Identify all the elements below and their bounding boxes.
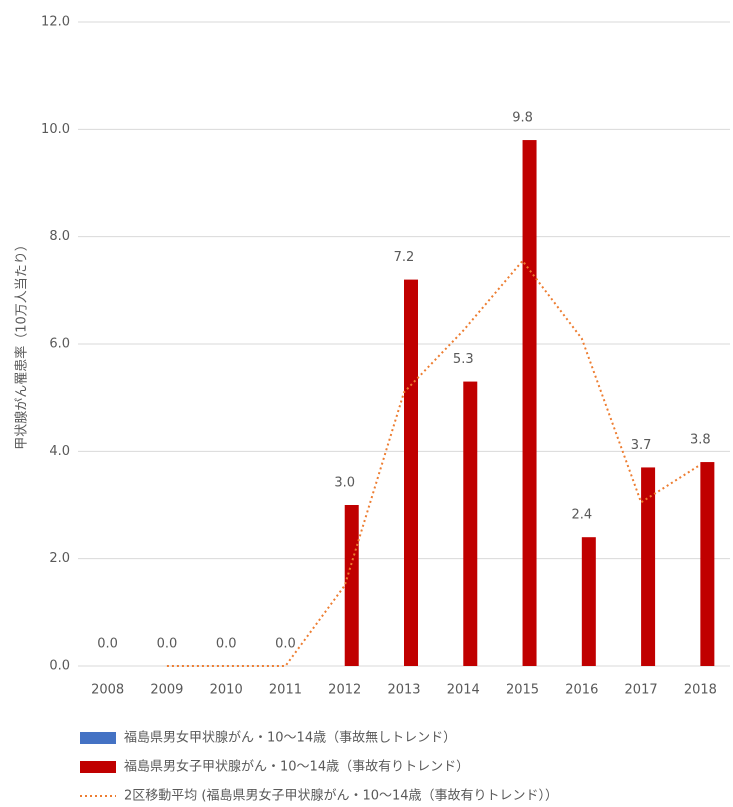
bar bbox=[404, 279, 418, 666]
legend-swatch bbox=[80, 761, 116, 773]
bar bbox=[344, 505, 359, 666]
y-tick-label: 6.0 bbox=[49, 337, 70, 352]
legend: 福島県男女甲状腺がん・10〜14歳（事故無しトレンド） 福島県男女子甲状腺がん・1… bbox=[80, 730, 558, 804]
y-tick-label: 2.0 bbox=[49, 551, 70, 566]
data-label: 0.0 bbox=[275, 637, 296, 652]
x-tick-label: 2009 bbox=[150, 683, 183, 698]
data-label: 9.8 bbox=[512, 111, 533, 126]
bar bbox=[463, 381, 478, 666]
x-tick-label: 2013 bbox=[387, 683, 420, 698]
y-tick-label: 8.0 bbox=[49, 229, 70, 244]
data-label: 3.0 bbox=[334, 476, 355, 491]
y-tick-label: 0.0 bbox=[49, 659, 70, 674]
data-label: 3.8 bbox=[690, 433, 711, 448]
bar bbox=[522, 140, 537, 667]
x-tick-label: 2016 bbox=[565, 683, 598, 698]
legend-label: 福島県男女子甲状腺がん・10〜14歳（事故有りトレンド） bbox=[124, 759, 469, 775]
bar bbox=[700, 462, 715, 666]
moving-average-line bbox=[166, 259, 701, 667]
data-label: 7.2 bbox=[394, 250, 415, 265]
x-tick-label: 2010 bbox=[210, 683, 243, 698]
data-label: 2.4 bbox=[571, 508, 592, 523]
x-tick-label: 2017 bbox=[625, 683, 658, 698]
bar bbox=[641, 467, 656, 666]
y-tick-label: 10.0 bbox=[41, 122, 70, 137]
y-axis-label: 甲状腺がん罹患率（10万人当たり） bbox=[14, 238, 30, 450]
legend-label: 福島県男女甲状腺がん・10〜14歳（事故無しトレンド） bbox=[124, 730, 456, 746]
data-label: 3.7 bbox=[631, 438, 652, 453]
x-tick-label: 2018 bbox=[684, 683, 717, 698]
data-label: 5.3 bbox=[453, 352, 474, 367]
legend-label: 2区移動平均 (福島県男女子甲状腺がん・10〜14歳（事故有りトレンド）） bbox=[124, 788, 558, 804]
data-label: 0.0 bbox=[157, 637, 178, 652]
x-tick-label: 2014 bbox=[447, 683, 480, 698]
data-label: 0.0 bbox=[216, 637, 237, 652]
y-tick-label: 4.0 bbox=[49, 444, 70, 459]
data-label: 0.0 bbox=[97, 637, 118, 652]
x-tick-label: 2015 bbox=[506, 683, 539, 698]
x-tick-label: 2008 bbox=[91, 683, 124, 698]
x-tick-label: 2011 bbox=[269, 683, 302, 698]
y-tick-label: 12.0 bbox=[41, 15, 70, 30]
legend-swatch bbox=[80, 732, 116, 744]
x-tick-label: 2012 bbox=[328, 683, 361, 698]
bar bbox=[581, 537, 596, 666]
